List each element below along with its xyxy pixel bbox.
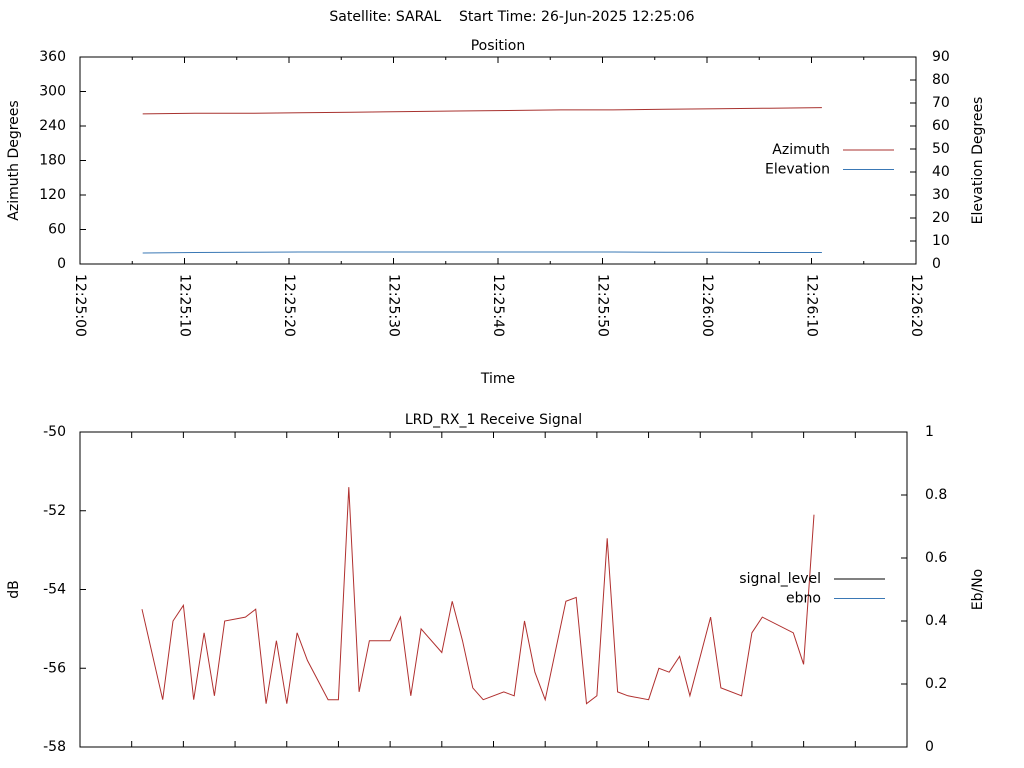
x-tick-label: 12:26:10: [804, 274, 820, 337]
y2-tick-label: 80: [932, 72, 950, 88]
plot-frame: [79, 431, 908, 748]
y2-tick-label: 0: [925, 739, 934, 755]
x-tick-label: 12:25:50: [595, 274, 611, 337]
legend-label: Azimuth: [772, 142, 830, 158]
x-axis-label: Time: [480, 371, 515, 387]
y-tick-label: 120: [39, 187, 66, 203]
y2-tick-label: 0.8: [925, 487, 947, 503]
y2-tick-label: 10: [932, 233, 950, 249]
y-axis-label: dB: [6, 580, 22, 599]
x-tick-label: 12:26:20: [908, 274, 924, 337]
x-tick-label: 12:25:20: [281, 274, 297, 337]
y2-tick-label: 1: [925, 424, 934, 440]
plot-frame: [79, 56, 917, 265]
x-tick-label: 12:25:00: [72, 274, 88, 337]
y-tick-label: -54: [43, 582, 66, 598]
y-tick-label: 300: [39, 84, 66, 100]
y2-axis-label: Eb/No: [970, 569, 986, 611]
y2-tick-label: 40: [932, 164, 950, 180]
y2-tick-label: 70: [932, 95, 950, 111]
legend-label: signal_level: [739, 571, 821, 587]
y2-tick-label: 50: [932, 141, 950, 157]
y-tick-label: 0: [57, 256, 66, 272]
y-axis-label: Azimuth Degrees: [6, 100, 22, 220]
y2-tick-label: 60: [932, 118, 950, 134]
y-tick-label: 240: [39, 118, 66, 134]
x-tick-label: 12:25:40: [490, 274, 506, 337]
chart-title: Position: [471, 38, 526, 54]
series-line: [142, 107, 822, 115]
y2-tick-label: 0.4: [925, 613, 947, 629]
series-line: [142, 251, 822, 254]
series-line: [141, 487, 815, 705]
legend-label: Elevation: [765, 162, 830, 178]
legend-label: ebno: [786, 591, 821, 607]
page-title: Satellite: SARAL Start Time: 26-Jun-2025…: [329, 9, 694, 25]
y-tick-label: -56: [43, 660, 66, 676]
y-tick-label: -50: [43, 424, 66, 440]
y2-tick-label: 20: [932, 210, 950, 226]
y-tick-label: -58: [43, 739, 66, 755]
y2-tick-label: 90: [932, 49, 950, 65]
y2-axis-label: Elevation Degrees: [970, 97, 986, 225]
x-tick-label: 12:26:00: [699, 274, 715, 337]
y-tick-label: 360: [39, 49, 66, 65]
y2-tick-label: 0.2: [925, 676, 947, 692]
y-tick-label: 60: [48, 222, 66, 238]
y-tick-label: -52: [43, 503, 66, 519]
x-tick-label: 12:25:10: [177, 274, 193, 337]
y-tick-label: 180: [39, 153, 66, 169]
chart-title: LRD_RX_1 Receive Signal: [405, 412, 582, 428]
x-tick-label: 12:25:30: [386, 274, 402, 337]
y2-tick-label: 0.6: [925, 550, 947, 566]
y2-tick-label: 0: [932, 256, 941, 272]
y2-tick-label: 30: [932, 187, 950, 203]
